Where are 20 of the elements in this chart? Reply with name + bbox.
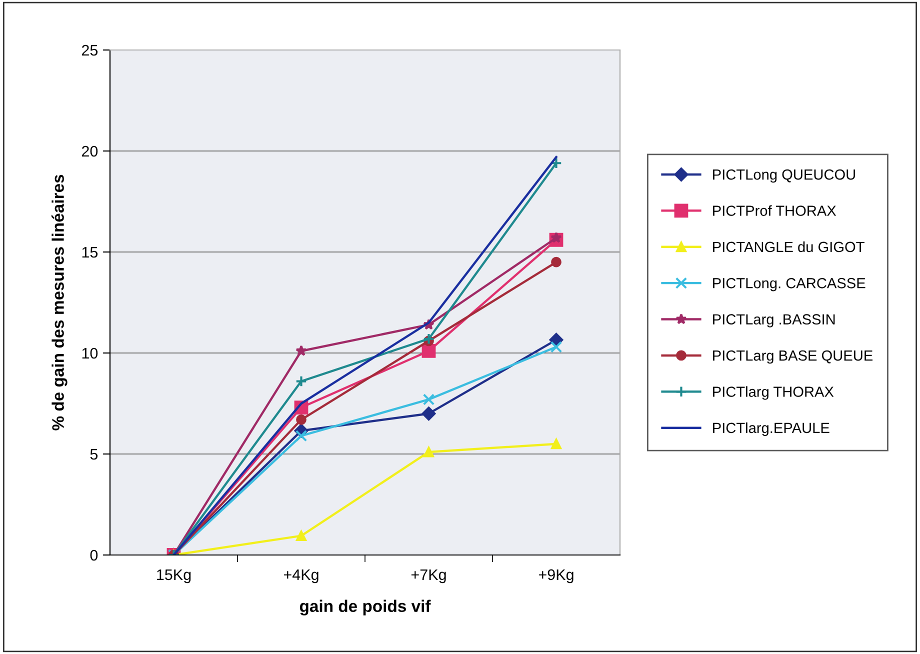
y-tick-label: 5 [90, 449, 98, 460]
legend-label: PICTLong QUEUCOU [713, 169, 855, 183]
x-axis-title: gain de poids vif [300, 600, 431, 616]
x-tick-label: +9Kg [538, 569, 574, 584]
y-tick-label: 0 [90, 550, 98, 561]
legend-label: PICTlarg.EPAULE [713, 422, 830, 436]
y-tick-label: 10 [82, 348, 98, 359]
y-axis-title: % de gain des mesures linéaires [52, 174, 68, 430]
x-tick-label: 15Kg [157, 569, 191, 584]
y-tick-label: 15 [82, 247, 98, 258]
legend-label: PICTlarg THORAX [713, 386, 834, 400]
y-tick-label: 25 [82, 44, 98, 56]
legend-label: PICTProf THORAX [713, 205, 836, 216]
legend-label: PICTLarg BASE QUEUE [713, 350, 873, 364]
legend-label: PICTANGLE du GIGOT [713, 241, 864, 252]
legend-label: PICTLong. CARCASSE [713, 278, 866, 292]
y-tick-label: 20 [82, 146, 98, 157]
legend-label: PICTLarg .BASSIN [713, 314, 835, 328]
x-tick-label: +7Kg [411, 569, 446, 584]
x-tick-label: +4Kg [284, 569, 318, 584]
